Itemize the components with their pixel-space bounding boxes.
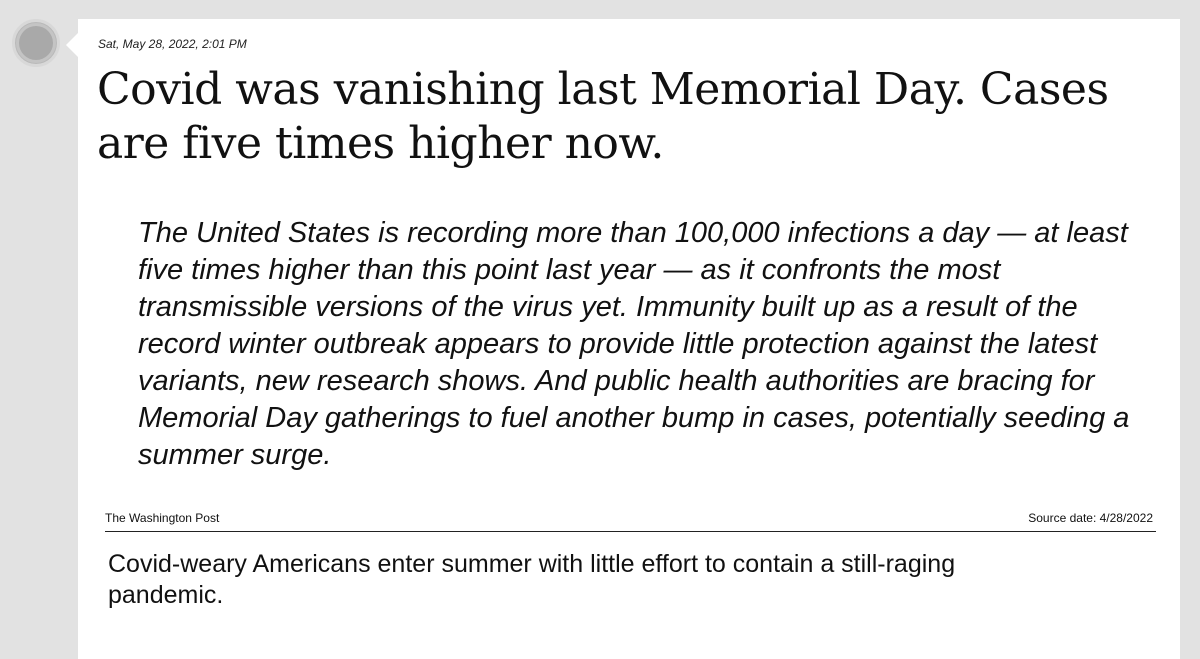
post-timestamp: Sat, May 28, 2022, 2:01 PM	[98, 37, 247, 51]
avatar-placeholder-icon	[19, 26, 53, 60]
source-row: The Washington Post Source date: 4/28/20…	[105, 510, 1156, 532]
post-quote: The United States is recording more than…	[138, 217, 1130, 471]
post-headline: Covid was vanishing last Memorial Day. C…	[97, 64, 1109, 169]
avatar[interactable]	[12, 19, 60, 67]
article-title[interactable]: Covid-weary Americans enter summer with …	[108, 550, 956, 609]
card-pointer	[66, 33, 78, 57]
source-date: Source date: 4/28/2022	[1028, 511, 1153, 525]
post-card: Sat, May 28, 2022, 2:01 PM Covid was van…	[78, 19, 1180, 659]
source-name[interactable]: The Washington Post	[105, 511, 220, 525]
